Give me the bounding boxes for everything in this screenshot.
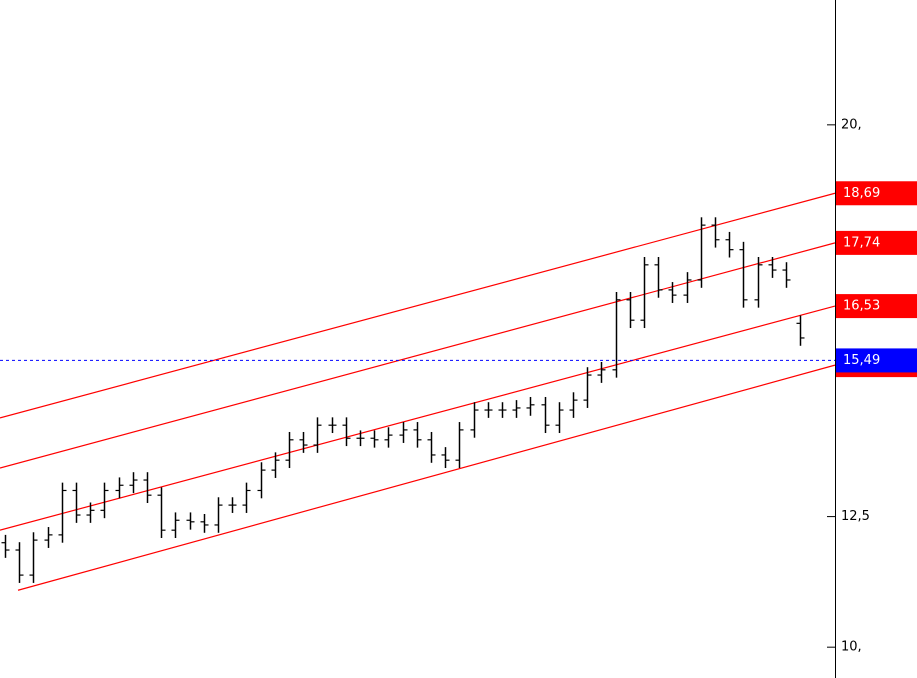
y-tick-label: 12,5 (841, 509, 870, 524)
channel-line (0, 242, 836, 469)
price-label-box (836, 181, 917, 206)
y-tick-label: 20, (841, 117, 862, 132)
price-label: 18,69 (843, 186, 880, 201)
channel-line (0, 192, 836, 419)
channel-line (0, 305, 836, 531)
price-label-box (836, 294, 917, 319)
price-label: 17,74 (843, 235, 880, 250)
price-label-box (836, 230, 917, 255)
price-label: 15,49 (843, 353, 880, 368)
y-tick-label: 10, (841, 640, 862, 655)
price-label-box (836, 348, 917, 373)
channel-line (17, 364, 836, 591)
price-label: 16,53 (843, 299, 880, 314)
